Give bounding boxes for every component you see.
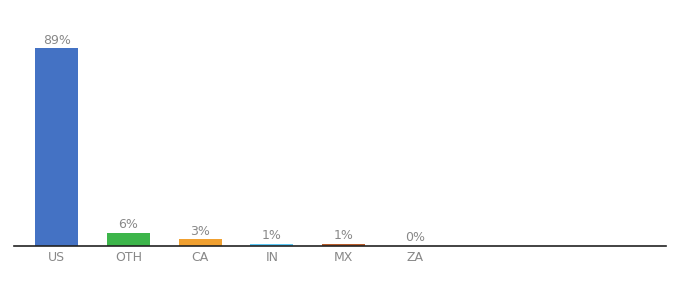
Text: 0%: 0% [405,231,425,244]
Text: 3%: 3% [190,225,210,238]
Bar [179,239,222,246]
Text: 1%: 1% [334,229,354,242]
Bar [322,244,365,246]
Bar [250,244,293,246]
Text: 6%: 6% [118,218,138,231]
Text: 1%: 1% [262,229,282,242]
Bar [107,233,150,246]
Text: 89%: 89% [43,34,71,46]
Bar [35,48,78,246]
